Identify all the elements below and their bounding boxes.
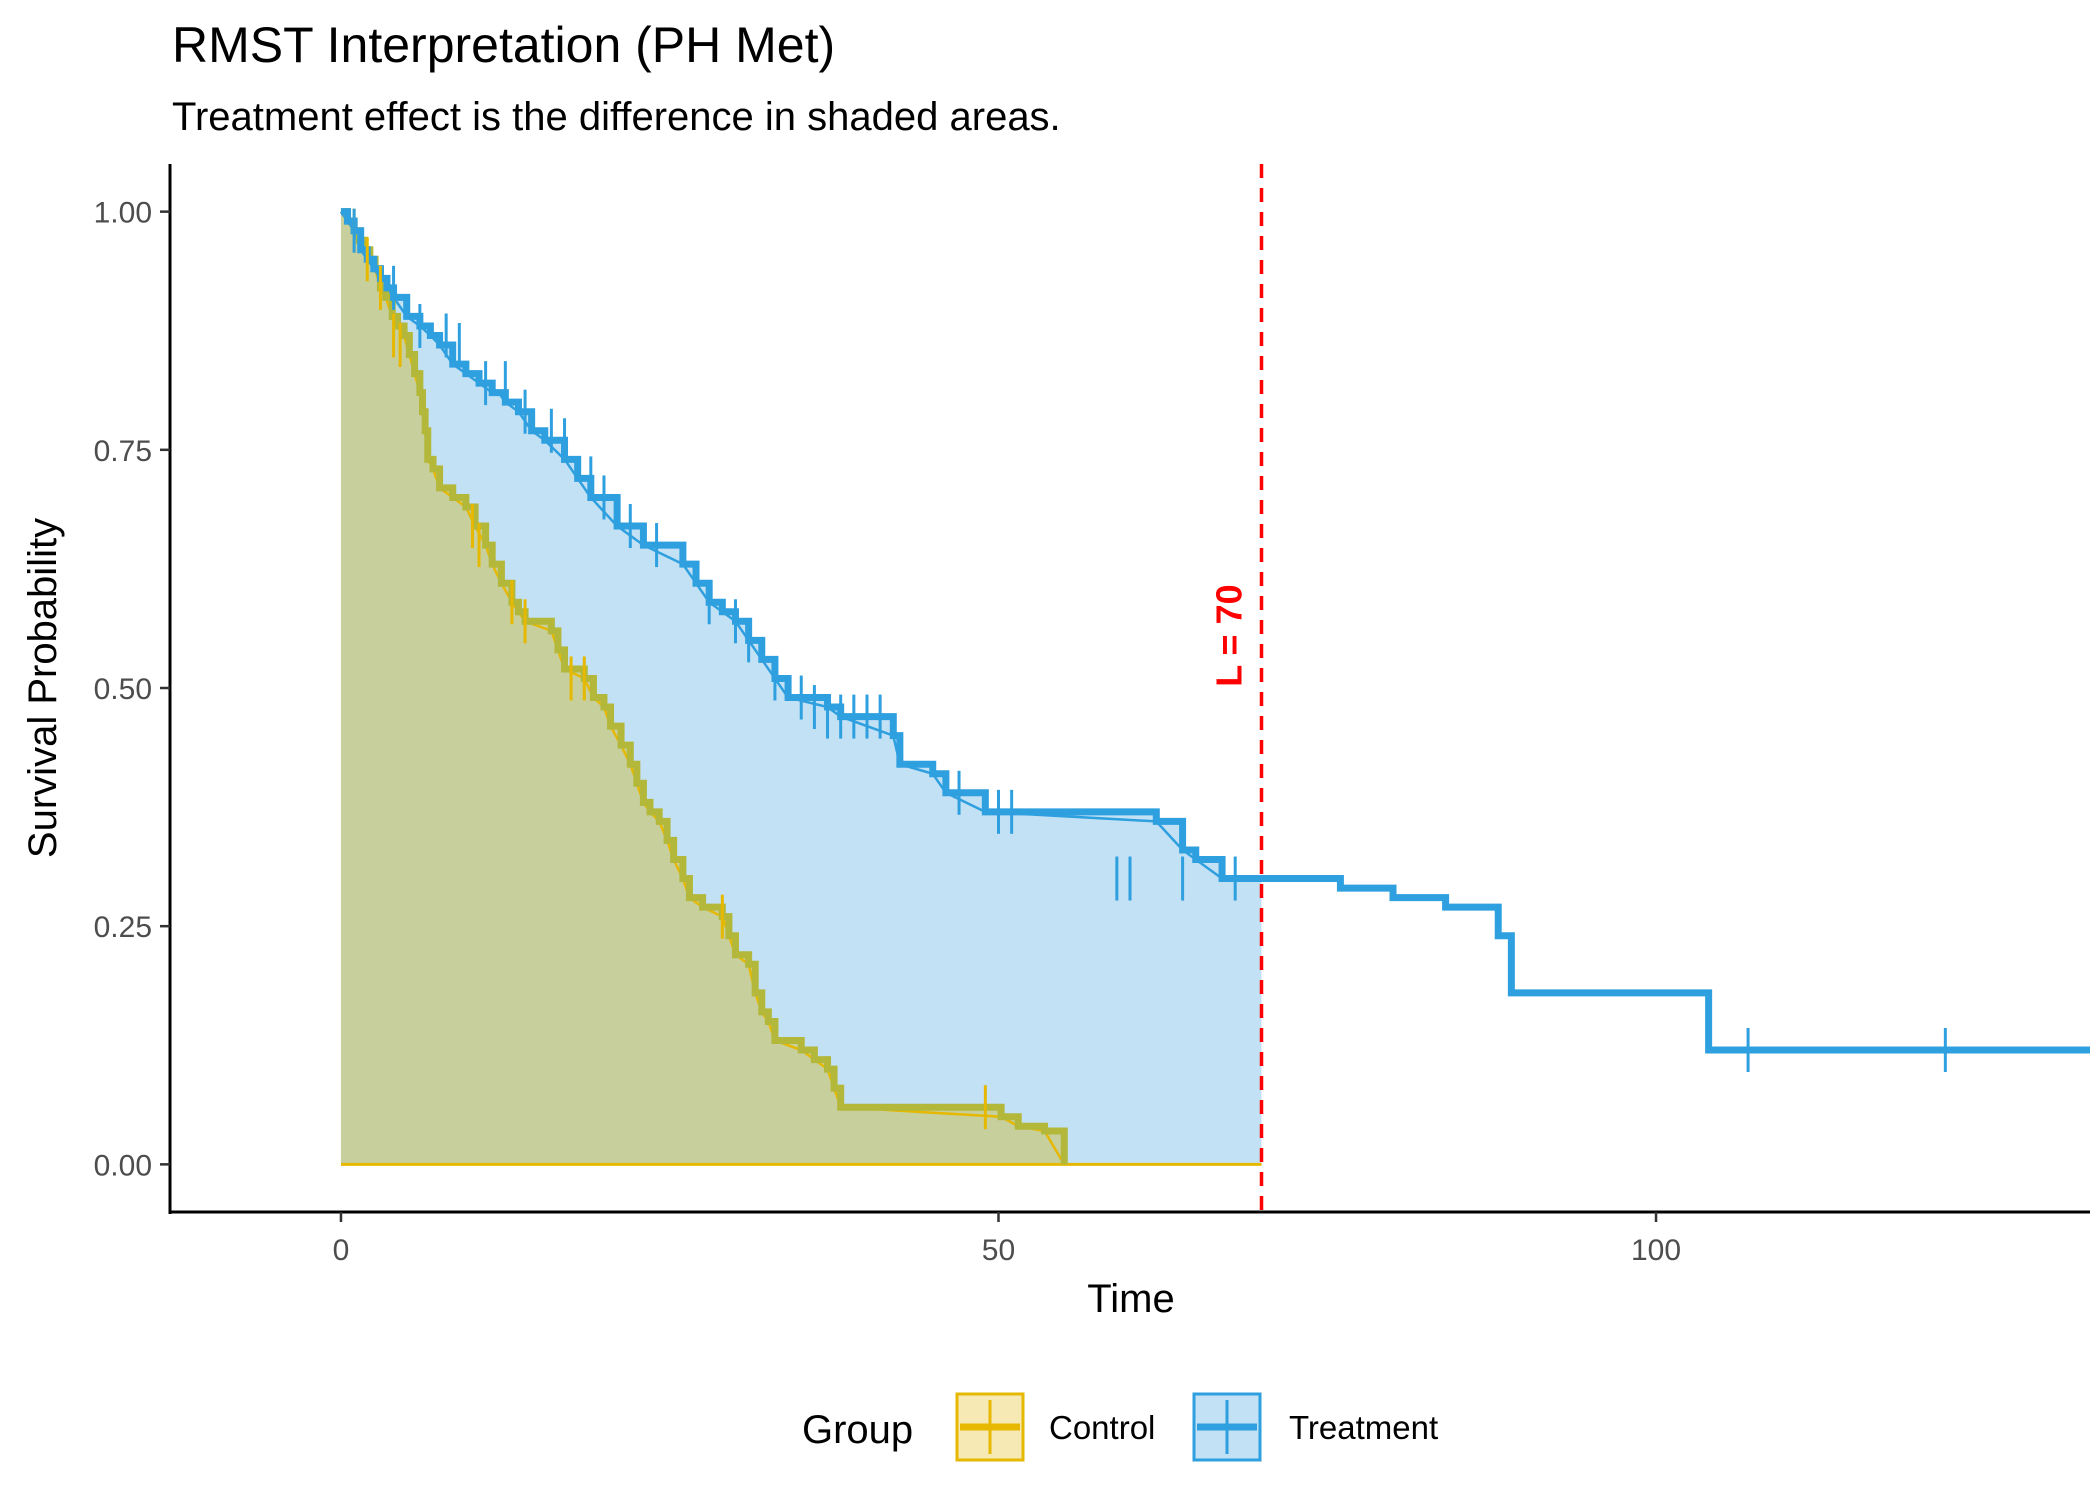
y-tick-label: 1.00 [94,197,152,230]
x-tick-label: 0 [333,1234,350,1267]
plot-area [339,164,2090,1212]
treatment-km-curve [340,208,2090,1054]
x-axis-title: Time [1087,1277,1174,1321]
y-tick-label: 0.00 [94,1149,152,1182]
y-tick-label: 0.50 [94,673,152,706]
x-tick-label: 100 [1631,1234,1681,1267]
y-tick-label: 0.25 [94,911,152,944]
legend-label-control: Control [1049,1409,1155,1446]
axis-ticks: 0 50 100 0.00 0.25 0.50 0.75 1.00 [94,197,1681,1267]
chart-subtitle: Treatment effect is the difference in sh… [172,95,1061,139]
rmst-horizon-label: L = 70 [1209,584,1250,686]
y-axis-title: Survival Probability [21,518,65,858]
legend: Group Control Treatment [802,1392,1438,1462]
chart-title: RMST Interpretation (PH Met) [172,17,835,73]
legend-key-treatment [1192,1392,1262,1462]
control-rmst-area [340,211,1065,1165]
legend-label-treatment: Treatment [1289,1409,1438,1446]
legend-title: Group [802,1408,913,1452]
y-tick-label: 0.75 [94,435,152,468]
legend-key-control [955,1392,1025,1462]
x-tick-label: 50 [982,1234,1015,1267]
